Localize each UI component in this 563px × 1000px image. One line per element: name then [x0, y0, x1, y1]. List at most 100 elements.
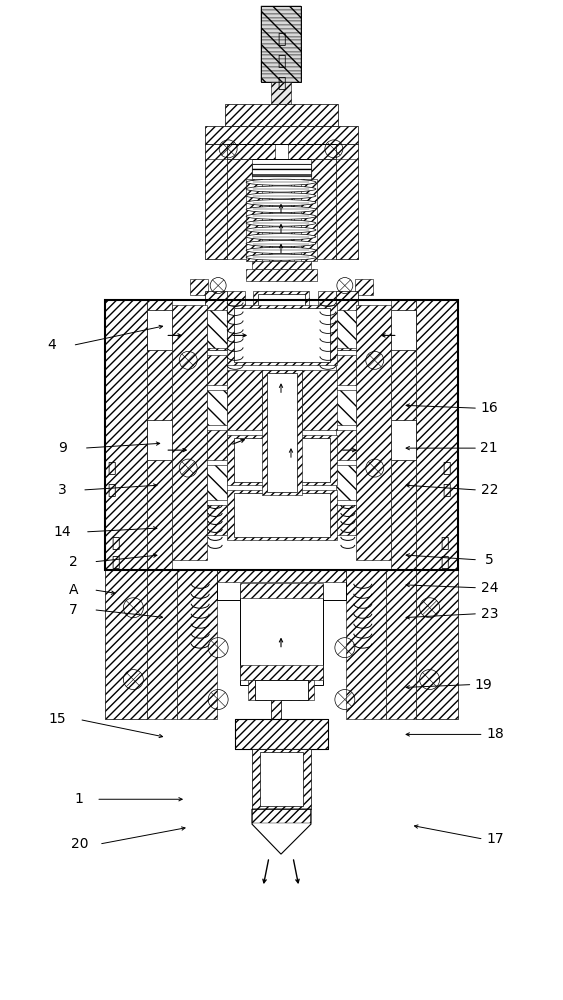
Bar [262, 370, 302, 430]
Bar [248, 680, 314, 700]
Text: 23: 23 [481, 607, 498, 621]
Bar [246, 269, 317, 281]
Text: 合: 合 [278, 54, 285, 68]
Bar [336, 355, 356, 385]
Bar [261, 25, 301, 29]
Bar [261, 71, 301, 74]
Bar [105, 570, 148, 719]
Text: 水: 水 [278, 32, 285, 46]
Bar [205, 291, 227, 350]
Bar [172, 305, 207, 560]
Bar [261, 67, 301, 71]
Bar [227, 435, 337, 485]
Text: 5: 5 [485, 553, 494, 567]
Bar [269, 179, 294, 261]
Bar [227, 305, 337, 365]
Bar [207, 505, 227, 535]
Bar [148, 300, 172, 570]
Bar [252, 164, 311, 176]
Bar [227, 370, 262, 430]
Bar [262, 370, 302, 495]
Bar [271, 700, 281, 719]
Bar [225, 144, 275, 159]
Bar [318, 291, 336, 350]
Text: 水: 水 [111, 536, 120, 550]
Text: 22: 22 [481, 483, 498, 497]
Bar [246, 179, 262, 261]
Bar [261, 10, 301, 14]
Bar [148, 420, 172, 460]
Text: 水: 水 [442, 461, 450, 475]
Ellipse shape [246, 193, 316, 199]
Bar [235, 719, 328, 749]
Bar [346, 570, 386, 719]
Bar [288, 144, 338, 159]
Bar [252, 164, 311, 176]
Bar [311, 159, 336, 259]
Bar [261, 33, 301, 37]
Bar [391, 300, 415, 570]
Bar [267, 373, 297, 492]
Bar [205, 144, 227, 259]
Bar [240, 665, 323, 680]
Text: 16: 16 [480, 401, 498, 415]
Bar [391, 310, 415, 350]
Bar [252, 749, 311, 809]
Bar [261, 6, 301, 10]
Text: 2: 2 [69, 555, 78, 569]
Bar [261, 44, 301, 48]
Ellipse shape [246, 247, 316, 253]
Bar [255, 680, 308, 700]
Ellipse shape [246, 179, 316, 185]
Text: 冷: 冷 [111, 555, 120, 569]
Text: 24: 24 [481, 581, 498, 595]
Bar [234, 438, 330, 482]
Bar [261, 78, 301, 82]
Bar [227, 490, 337, 540]
Bar [272, 181, 291, 259]
Bar [207, 310, 227, 348]
Bar [205, 126, 358, 144]
Bar [207, 390, 227, 425]
Bar [415, 570, 458, 719]
Bar [205, 159, 227, 259]
Bar [207, 355, 227, 385]
Text: 混: 混 [278, 76, 285, 90]
Bar [240, 583, 323, 598]
Ellipse shape [246, 200, 316, 206]
Bar [261, 55, 301, 59]
Ellipse shape [246, 186, 316, 192]
Text: 1: 1 [75, 792, 84, 806]
Bar [148, 570, 177, 719]
Bar [271, 700, 281, 719]
Bar [356, 305, 391, 560]
Bar [336, 310, 356, 348]
Text: 15: 15 [48, 712, 66, 726]
Ellipse shape [246, 227, 316, 233]
Bar [227, 291, 245, 350]
Text: 20: 20 [70, 837, 88, 851]
Bar [252, 261, 311, 269]
Text: 热: 热 [108, 483, 116, 497]
Bar [261, 6, 301, 82]
Ellipse shape [246, 220, 316, 226]
Bar [234, 493, 330, 537]
Bar [105, 300, 148, 570]
Text: 冷: 冷 [440, 555, 449, 569]
Bar [217, 570, 346, 600]
Bar [336, 159, 358, 259]
Bar [261, 48, 301, 52]
Text: A: A [69, 583, 78, 597]
Text: 热: 热 [442, 483, 450, 497]
Text: 14: 14 [53, 525, 72, 539]
Bar [336, 390, 356, 425]
Text: 17: 17 [486, 832, 504, 846]
Bar [253, 291, 309, 350]
Bar [355, 279, 373, 295]
Ellipse shape [246, 254, 316, 260]
Bar [261, 40, 301, 44]
Bar [235, 719, 328, 749]
Bar [234, 308, 330, 362]
Bar [258, 294, 305, 347]
Bar [302, 370, 337, 430]
